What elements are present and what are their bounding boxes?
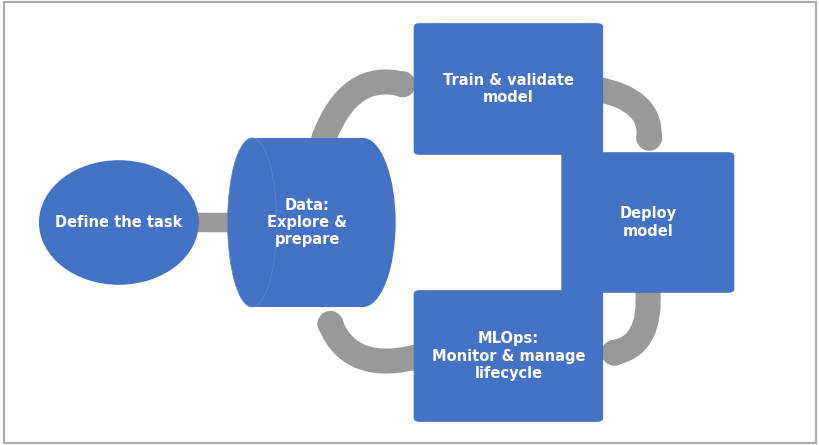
FancyBboxPatch shape (413, 23, 603, 155)
Ellipse shape (329, 138, 396, 307)
FancyBboxPatch shape (561, 152, 734, 293)
Text: MLOps:
Monitor & manage
lifecycle: MLOps: Monitor & manage lifecycle (431, 331, 585, 381)
Text: Deploy
model: Deploy model (618, 206, 676, 239)
Bar (252, 138, 362, 307)
Ellipse shape (38, 160, 198, 285)
Ellipse shape (227, 138, 276, 307)
Text: Data:
Explore &
prepare: Data: Explore & prepare (267, 198, 347, 247)
Text: Define the task: Define the task (55, 215, 183, 230)
FancyBboxPatch shape (4, 2, 815, 443)
Text: Train & validate
model: Train & validate model (442, 73, 573, 105)
FancyBboxPatch shape (413, 290, 603, 422)
